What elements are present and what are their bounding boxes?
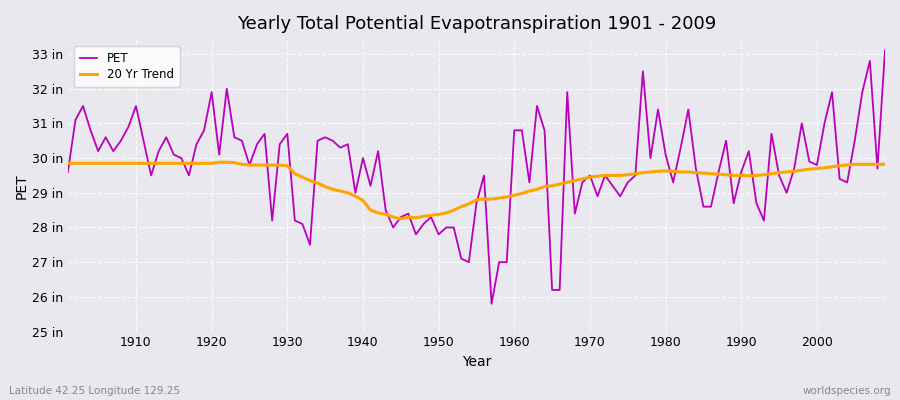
PET (335, 145, 346, 150)
Text: Latitude 42.25 Longitude 129.25: Latitude 42.25 Longitude 129.25 (9, 386, 180, 396)
PET (486, 302, 497, 306)
20 Yr Trend (214, 160, 225, 165)
PET (517, 128, 527, 133)
Title: Yearly Total Potential Evapotranspiration 1901 - 2009: Yearly Total Potential Evapotranspiratio… (237, 15, 716, 33)
20 Yr Trend (879, 162, 890, 167)
20 Yr Trend (615, 173, 626, 178)
Text: worldspecies.org: worldspecies.org (803, 386, 891, 396)
20 Yr Trend (297, 175, 308, 180)
PET (608, 184, 618, 188)
20 Yr Trend (517, 191, 527, 196)
PET (508, 128, 519, 133)
20 Yr Trend (395, 216, 406, 221)
X-axis label: Year: Year (462, 355, 491, 369)
PET (62, 170, 73, 174)
20 Yr Trend (62, 161, 73, 166)
PET (290, 218, 301, 223)
20 Yr Trend (524, 189, 535, 194)
20 Yr Trend (342, 190, 353, 195)
Line: PET: PET (68, 50, 885, 304)
Line: 20 Yr Trend: 20 Yr Trend (68, 162, 885, 219)
Y-axis label: PET: PET (15, 173, 29, 199)
Legend: PET, 20 Yr Trend: PET, 20 Yr Trend (74, 46, 180, 87)
20 Yr Trend (123, 161, 134, 166)
PET (879, 48, 890, 53)
PET (123, 124, 134, 129)
